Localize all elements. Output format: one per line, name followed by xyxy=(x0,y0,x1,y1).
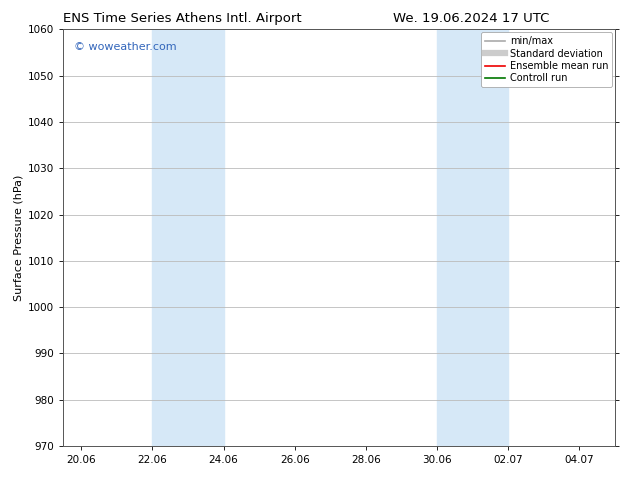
Text: © woweather.com: © woweather.com xyxy=(74,42,177,52)
Y-axis label: Surface Pressure (hPa): Surface Pressure (hPa) xyxy=(14,174,24,301)
Text: ENS Time Series Athens Intl. Airport: ENS Time Series Athens Intl. Airport xyxy=(63,12,302,25)
Text: We. 19.06.2024 17 UTC: We. 19.06.2024 17 UTC xyxy=(393,12,550,25)
Bar xyxy=(437,29,508,446)
Legend: min/max, Standard deviation, Ensemble mean run, Controll run: min/max, Standard deviation, Ensemble me… xyxy=(481,32,612,87)
Bar xyxy=(152,29,224,446)
